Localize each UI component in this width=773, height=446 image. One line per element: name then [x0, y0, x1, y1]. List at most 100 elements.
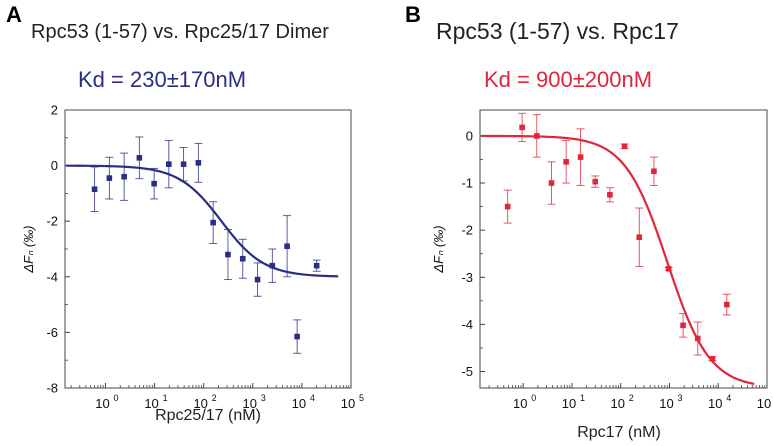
panel-a-data-point: [105, 156, 114, 200]
panel-a-x-tick-label: 10: [292, 396, 306, 411]
panel-a-data-point: [120, 152, 129, 201]
panel-b: B Rpc53 (1-57) vs. Rpc17 Kd = 900±200nM …: [405, 2, 771, 441]
panel-b-data-point: [503, 189, 512, 224]
panel-a-y-tick-label: -4: [46, 269, 58, 284]
panel-b-title: Rpc53 (1-57) vs. Rpc17: [436, 18, 679, 44]
panel-b-y-tick-label: 0: [466, 128, 473, 143]
panel-a-kd-label: Kd = 230±170nM: [78, 67, 246, 92]
panel-a-data-point: [150, 167, 159, 200]
panel-b-marker: [519, 124, 525, 131]
panel-b-x-tick-label: 10: [562, 396, 576, 411]
panel-a-y-tick-label: -6: [46, 325, 58, 340]
panel-a-x-tick-label: 10: [193, 396, 207, 411]
panel-a-plot-frame: [64, 109, 352, 389]
panel-a-data-point: [238, 238, 247, 279]
panel-b-x-tick-exponent: 1: [580, 393, 585, 403]
panel-a-data-point: [223, 229, 232, 281]
panel-b-x-tick-exponent: 2: [629, 393, 634, 403]
panel-a-x-tick-exponent: 4: [310, 393, 315, 403]
panel-b-marker: [563, 159, 569, 165]
panel-a-letter: A: [6, 2, 22, 27]
panel-a-x-tick-exponent: 3: [261, 393, 266, 403]
panel-a-data-point: [209, 201, 218, 244]
panel-b-x-tick-label: 10: [757, 396, 771, 411]
panel-b-marker: [504, 203, 511, 210]
panel-a-marker: [269, 262, 276, 269]
panel-b-x-tick-label: 10: [610, 396, 624, 411]
panel-b-marker: [621, 143, 628, 150]
panel-b-marker: [709, 355, 716, 362]
panel-a-marker: [313, 262, 320, 269]
panel-a-marker: [151, 180, 157, 187]
panel-b-y-tick-label: -3: [461, 270, 473, 285]
panel-a-data-point: [164, 140, 173, 189]
panel-b-fit-curve: [481, 134, 755, 386]
panel-a-marker: [180, 161, 187, 168]
panel-b-data-point: [605, 187, 614, 203]
panel-a: A Rpc53 (1-57) vs. Rpc25/17 Dimer Kd = 2…: [6, 2, 364, 424]
panel-a-x-tick-label: 10: [95, 396, 109, 411]
panel-b-marker: [636, 234, 643, 241]
panel-b-data-point: [562, 140, 571, 184]
panel-a-fit-curve-group: [66, 164, 339, 278]
panel-b-x-tick-exponent: 4: [726, 393, 731, 403]
panel-a-marker: [284, 243, 290, 250]
panel-a-data-point: [268, 248, 277, 283]
panel-b-marker: [533, 133, 540, 139]
panel-b-x-axis-label: Rpc17 (nM): [577, 424, 661, 441]
panel-a-data-point: [293, 319, 302, 354]
panel-b-kd-label: Kd = 900±200nM: [484, 67, 652, 92]
panel-a-marker: [195, 160, 202, 166]
panel-a-marker: [106, 175, 113, 181]
panel-a-data-point: [283, 215, 292, 278]
panel-b-marker: [724, 301, 730, 308]
panel-a-y-tick-label: -8: [46, 381, 58, 396]
panel-a-x-axis-label: Rpc25/17 (nM): [155, 407, 261, 424]
panel-b-x-tick-exponent: 0: [531, 393, 536, 403]
panel-a-marker: [254, 276, 261, 283]
panel-a-marker: [210, 219, 216, 226]
panel-a-marker: [121, 173, 127, 180]
panel-b-data-point: [664, 265, 673, 272]
panel-b-axes: 1001011021031041050-1-2-3-4-5: [461, 128, 771, 411]
panel-a-marker: [239, 255, 246, 262]
panel-a-y-axis-label: ΔFₙ (‰): [21, 225, 36, 273]
panel-a-x-tick-exponent: 2: [212, 393, 217, 403]
panel-b-y-tick-label: -4: [461, 317, 473, 332]
panel-b-fit-curve-group: [481, 134, 755, 386]
panel-a-x-tick-label: 10: [243, 396, 257, 411]
panel-a-fit-curve: [66, 164, 339, 278]
panel-b-data-point: [722, 293, 731, 316]
panel-a-y-tick-label: 0: [51, 158, 58, 173]
panel-b-data-point: [693, 321, 702, 356]
panel-a-data-point: [179, 147, 188, 182]
panel-b-marker: [694, 335, 701, 342]
panel-b-data-point: [679, 313, 688, 338]
panel-b-letter: B: [405, 2, 421, 27]
panel-b-data-points: [503, 112, 731, 362]
panel-a-x-tick-exponent: 0: [113, 393, 118, 403]
panel-a-x-tick-label: 10: [144, 396, 158, 411]
panel-a-data-points: [90, 136, 321, 354]
panel-a-y-tick-label: 2: [51, 103, 58, 118]
panel-b-y-tick-label: -5: [461, 364, 473, 379]
panel-b-x-tick-exponent: 3: [677, 393, 682, 403]
panel-a-marker: [294, 333, 300, 340]
panel-a-data-point: [194, 142, 203, 183]
panel-b-data-point: [532, 114, 541, 158]
panel-a-axes: 10 0 10 1 10 2 10 3 10 4 10 5 2 0 -2 -4 -6 -8: [46, 103, 364, 412]
panel-a-x-tick-label: 10: [341, 396, 355, 411]
panel-b-y-tick-label: -2: [461, 223, 473, 238]
panel-b-x-tick-label: 10: [708, 396, 722, 411]
panel-b-data-point: [547, 161, 556, 205]
panel-b-data-point: [649, 156, 658, 186]
panel-a-title: Rpc53 (1-57) vs. Rpc25/17 Dimer: [31, 21, 329, 43]
panel-a-x-tick-exponent: 5: [359, 393, 364, 403]
panel-b-data-point: [708, 355, 717, 362]
panel-b-marker: [548, 180, 555, 186]
panel-a-y-tick-label: -2: [46, 214, 58, 229]
panel-a-data-point: [253, 262, 262, 297]
panel-b-data-point: [518, 112, 527, 143]
panel-a-marker: [136, 155, 143, 161]
panel-b-data-point: [591, 175, 600, 188]
